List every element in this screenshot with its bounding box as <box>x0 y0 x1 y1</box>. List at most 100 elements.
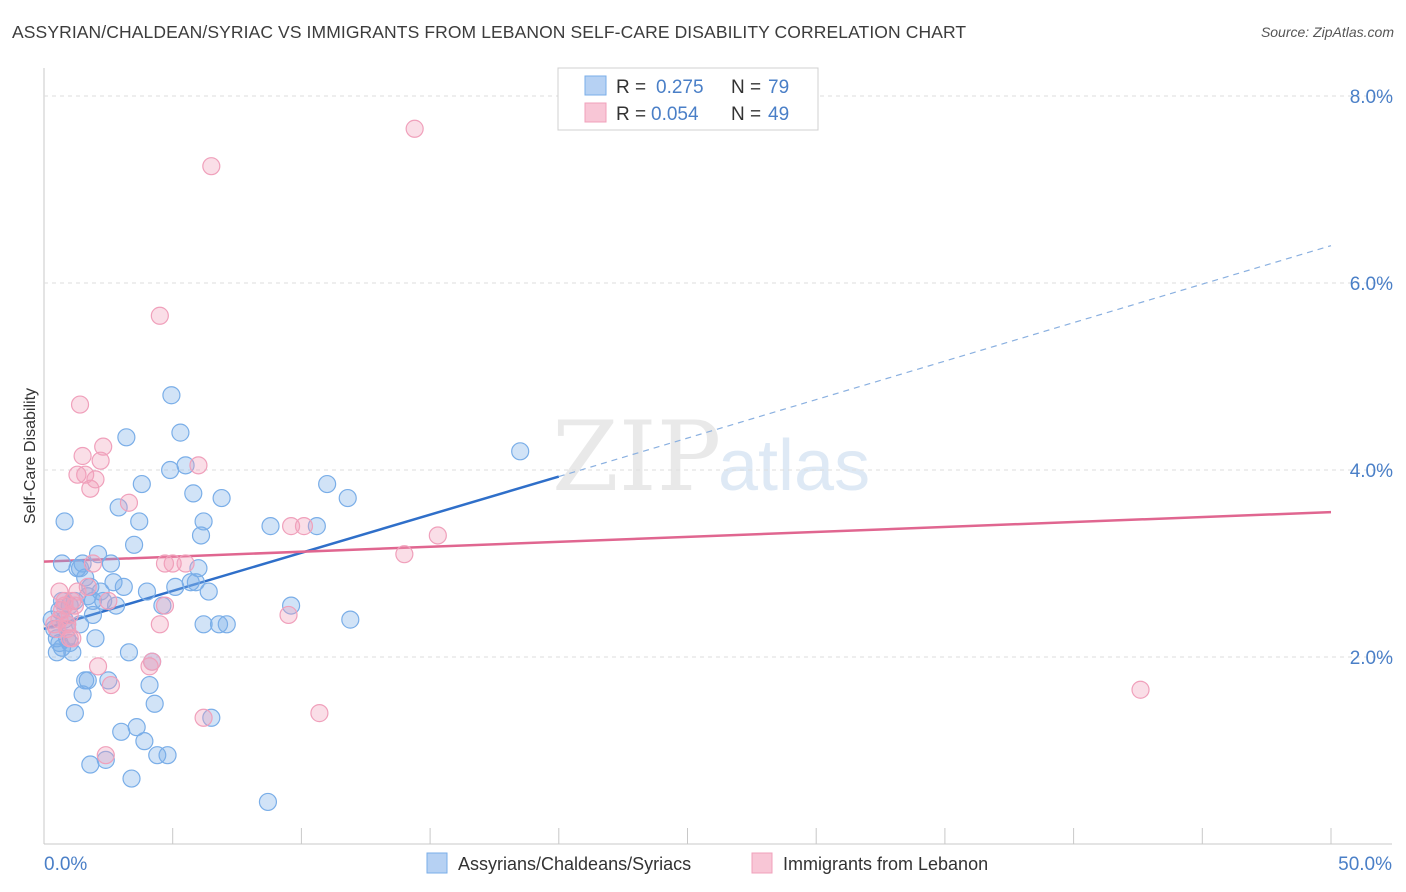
point-assyrian <box>73 554 92 573</box>
point-assyrian <box>122 769 141 788</box>
legend-r-value-1: 0.275 <box>656 77 704 98</box>
point-assyrian <box>202 708 221 727</box>
source-credit: Source: ZipAtlas.com <box>1260 24 1394 40</box>
point-lebanon <box>202 157 221 176</box>
point-lebanon <box>65 596 84 615</box>
point-assyrian <box>130 512 149 531</box>
legend-n-value-2: 49 <box>768 104 789 125</box>
point-lebanon <box>63 629 82 648</box>
point-assyrian <box>184 484 203 503</box>
stats-legend: R = 0.275 N = 79 R = 0.054 N = 49 <box>557 67 819 131</box>
point-assyrian <box>127 718 146 737</box>
point-assyrian <box>132 474 151 494</box>
point-lebanon <box>81 479 100 498</box>
chart-title: ASSYRIAN/CHALDEAN/SYRIAC VS IMMIGRANTS F… <box>12 22 967 42</box>
point-lebanon <box>150 615 169 634</box>
y-tick-labels: 2.0% 4.0% 6.0% 8.0% <box>1350 87 1393 669</box>
point-lebanon <box>73 446 92 466</box>
point-lebanon <box>58 615 77 634</box>
point-assyrian <box>112 722 131 741</box>
point-lebanon <box>155 596 175 615</box>
y-tick-label: 6.0% <box>1350 274 1393 295</box>
point-assyrian <box>83 605 103 625</box>
point-assyrian <box>55 512 74 531</box>
point-assyrian <box>162 386 181 405</box>
point-assyrian <box>176 456 195 475</box>
point-assyrian <box>158 746 177 765</box>
point-lebanon <box>83 554 103 573</box>
y-tick-label: 2.0% <box>1350 648 1393 669</box>
trend-line-assyrian-extension <box>558 245 1332 478</box>
point-lebanon <box>143 652 162 671</box>
point-assyrian <box>81 755 100 774</box>
point-lebanon <box>55 591 74 611</box>
point-lebanon <box>150 306 169 325</box>
legend-n-label-2: N = <box>731 104 761 125</box>
point-assyrian <box>199 582 218 601</box>
point-assyrian <box>181 573 200 592</box>
y-tick-label: 4.0% <box>1350 461 1393 482</box>
point-assyrian <box>73 685 92 704</box>
point-assyrian <box>338 488 357 508</box>
point-assyrian <box>78 671 97 690</box>
point-lebanon <box>294 517 314 536</box>
legend-swatch-blue <box>584 75 607 96</box>
point-assyrian <box>96 750 115 769</box>
point-lebanon <box>86 470 105 489</box>
point-assyrian <box>117 428 136 447</box>
point-assyrian <box>65 704 84 723</box>
point-assyrian <box>124 535 144 554</box>
point-assyrian <box>511 442 530 461</box>
point-assyrian <box>148 746 167 765</box>
watermark-zip: ZIP <box>552 401 721 513</box>
point-assyrian <box>137 582 157 601</box>
series-legend-label-1: Assyrians/Chaldeans/Syriacs <box>458 854 691 874</box>
point-assyrian <box>318 474 337 494</box>
point-assyrian <box>52 554 72 573</box>
point-lebanon <box>78 577 97 596</box>
point-lebanon <box>119 493 139 512</box>
legend-r-value-2: 0.054 <box>651 104 699 125</box>
trend-lines <box>43 245 1332 631</box>
point-assyrian <box>119 643 139 662</box>
point-lebanon <box>194 708 213 727</box>
watermark-atlas: atlas <box>718 426 870 506</box>
legend-swatch-pink <box>584 102 607 123</box>
point-lebanon <box>96 746 115 765</box>
x-ticks: 0.0% 50.0% <box>43 828 1392 875</box>
point-assyrian <box>101 554 121 573</box>
point-assyrian <box>212 488 231 508</box>
series-legend-swatch-pink <box>751 852 773 874</box>
point-assyrian <box>261 517 280 536</box>
point-lebanon <box>405 119 424 138</box>
point-lebanon <box>91 451 110 470</box>
point-assyrian <box>109 498 128 517</box>
point-lebanon <box>176 554 195 573</box>
point-lebanon <box>94 437 113 456</box>
point-assyrian <box>341 610 360 629</box>
point-lebanon <box>68 582 87 601</box>
point-lebanon <box>163 554 182 573</box>
point-assyrian <box>104 573 123 592</box>
point-assyrian <box>63 643 82 662</box>
legend-n-label-1: N = <box>731 77 761 98</box>
point-assyrian <box>258 792 278 812</box>
point-assyrian <box>86 629 105 648</box>
point-assyrian <box>145 694 164 713</box>
data-points <box>42 119 1150 812</box>
legend-n-value-1: 79 <box>768 77 789 98</box>
point-lebanon <box>50 582 69 601</box>
point-assyrian <box>191 526 211 545</box>
point-assyrian <box>47 643 66 662</box>
point-assyrian <box>307 517 326 536</box>
point-assyrian <box>114 577 133 596</box>
point-lebanon <box>101 675 121 695</box>
y-tick-label: 8.0% <box>1350 87 1393 108</box>
point-assyrian <box>217 615 236 634</box>
x-tick-label: 50.0% <box>1338 854 1392 875</box>
point-lebanon <box>395 545 414 564</box>
series-legend: Assyrians/Chaldeans/Syriacs Immigrants f… <box>426 852 988 874</box>
point-assyrian <box>166 577 185 596</box>
series-legend-label-2: Immigrants from Lebanon <box>783 854 988 874</box>
